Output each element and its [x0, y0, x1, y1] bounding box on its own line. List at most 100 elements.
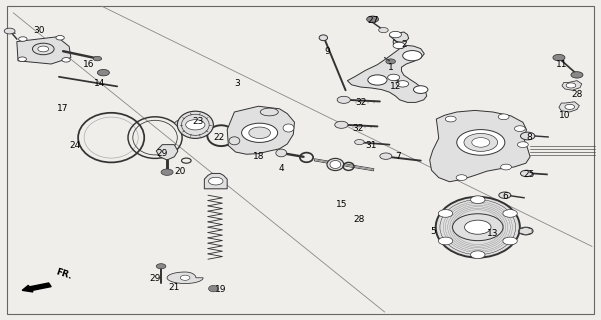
Polygon shape	[520, 227, 532, 235]
Circle shape	[438, 237, 453, 245]
Text: 23: 23	[193, 117, 204, 126]
Circle shape	[397, 81, 409, 87]
Text: 25: 25	[523, 170, 534, 179]
Circle shape	[457, 130, 505, 155]
Circle shape	[379, 28, 388, 33]
Text: 28: 28	[572, 90, 582, 99]
Text: 9: 9	[325, 47, 331, 56]
Text: 22: 22	[214, 133, 225, 142]
Circle shape	[553, 54, 565, 61]
Circle shape	[445, 116, 456, 122]
Circle shape	[571, 72, 583, 78]
Text: 2: 2	[401, 40, 407, 49]
Polygon shape	[389, 32, 409, 49]
Ellipse shape	[327, 158, 344, 171]
Circle shape	[249, 127, 270, 139]
Circle shape	[209, 177, 223, 185]
Text: 29: 29	[150, 274, 160, 283]
Ellipse shape	[177, 111, 213, 139]
Ellipse shape	[209, 285, 218, 292]
Circle shape	[471, 196, 485, 204]
Text: 10: 10	[559, 111, 571, 120]
Circle shape	[367, 16, 379, 22]
Ellipse shape	[283, 124, 294, 132]
Text: 32: 32	[352, 124, 363, 132]
Ellipse shape	[330, 161, 341, 168]
Text: 13: 13	[487, 229, 499, 238]
Polygon shape	[204, 173, 227, 189]
Text: 20: 20	[175, 167, 186, 176]
Ellipse shape	[229, 137, 240, 145]
Text: 7: 7	[395, 152, 401, 161]
Circle shape	[514, 126, 525, 132]
Text: FR.: FR.	[54, 267, 73, 281]
Ellipse shape	[276, 149, 287, 157]
Circle shape	[56, 36, 64, 40]
Circle shape	[565, 104, 575, 109]
Polygon shape	[227, 106, 294, 154]
Circle shape	[465, 220, 491, 234]
Circle shape	[62, 58, 70, 62]
Circle shape	[389, 31, 401, 38]
Ellipse shape	[319, 35, 328, 41]
Circle shape	[161, 169, 173, 175]
Text: 16: 16	[83, 60, 95, 68]
Circle shape	[242, 123, 278, 142]
Text: 15: 15	[335, 200, 347, 209]
Text: 5: 5	[430, 228, 436, 236]
Circle shape	[18, 57, 26, 61]
Circle shape	[355, 140, 364, 145]
Polygon shape	[562, 81, 582, 90]
Circle shape	[186, 120, 205, 130]
Circle shape	[97, 69, 109, 76]
Polygon shape	[430, 110, 530, 182]
Circle shape	[93, 56, 102, 61]
Text: 11: 11	[556, 60, 568, 68]
Text: 21: 21	[169, 284, 180, 292]
Text: 30: 30	[33, 26, 45, 35]
Polygon shape	[167, 272, 203, 284]
Circle shape	[413, 86, 428, 93]
Polygon shape	[156, 145, 178, 160]
Circle shape	[501, 164, 511, 170]
Text: 19: 19	[215, 285, 227, 294]
Circle shape	[498, 114, 509, 120]
Circle shape	[180, 275, 190, 280]
Text: 18: 18	[252, 152, 264, 161]
Circle shape	[520, 132, 535, 140]
Circle shape	[335, 121, 348, 128]
Circle shape	[519, 227, 533, 235]
Polygon shape	[17, 37, 71, 64]
Text: 31: 31	[365, 141, 377, 150]
Circle shape	[456, 175, 467, 180]
Text: 1: 1	[388, 63, 394, 72]
Circle shape	[386, 59, 395, 64]
Circle shape	[368, 75, 387, 85]
Text: 24: 24	[70, 141, 81, 150]
Ellipse shape	[260, 108, 278, 116]
Circle shape	[471, 251, 485, 259]
Text: 4: 4	[278, 164, 284, 172]
Circle shape	[503, 210, 517, 217]
Ellipse shape	[175, 120, 192, 127]
Circle shape	[380, 153, 392, 159]
Text: 3: 3	[234, 79, 240, 88]
Circle shape	[337, 96, 350, 103]
Text: 17: 17	[57, 104, 69, 113]
Text: 32: 32	[355, 98, 366, 107]
Circle shape	[19, 37, 27, 41]
Circle shape	[566, 83, 576, 88]
Ellipse shape	[436, 197, 520, 258]
Circle shape	[32, 43, 54, 55]
FancyArrow shape	[22, 283, 51, 292]
Circle shape	[520, 170, 532, 177]
Text: 29: 29	[157, 149, 168, 158]
Circle shape	[464, 133, 498, 151]
Circle shape	[403, 51, 422, 61]
Text: 27: 27	[367, 16, 378, 25]
Circle shape	[388, 74, 400, 81]
Circle shape	[453, 214, 503, 241]
Circle shape	[517, 142, 528, 148]
Text: 8: 8	[526, 133, 532, 142]
Circle shape	[156, 264, 166, 269]
